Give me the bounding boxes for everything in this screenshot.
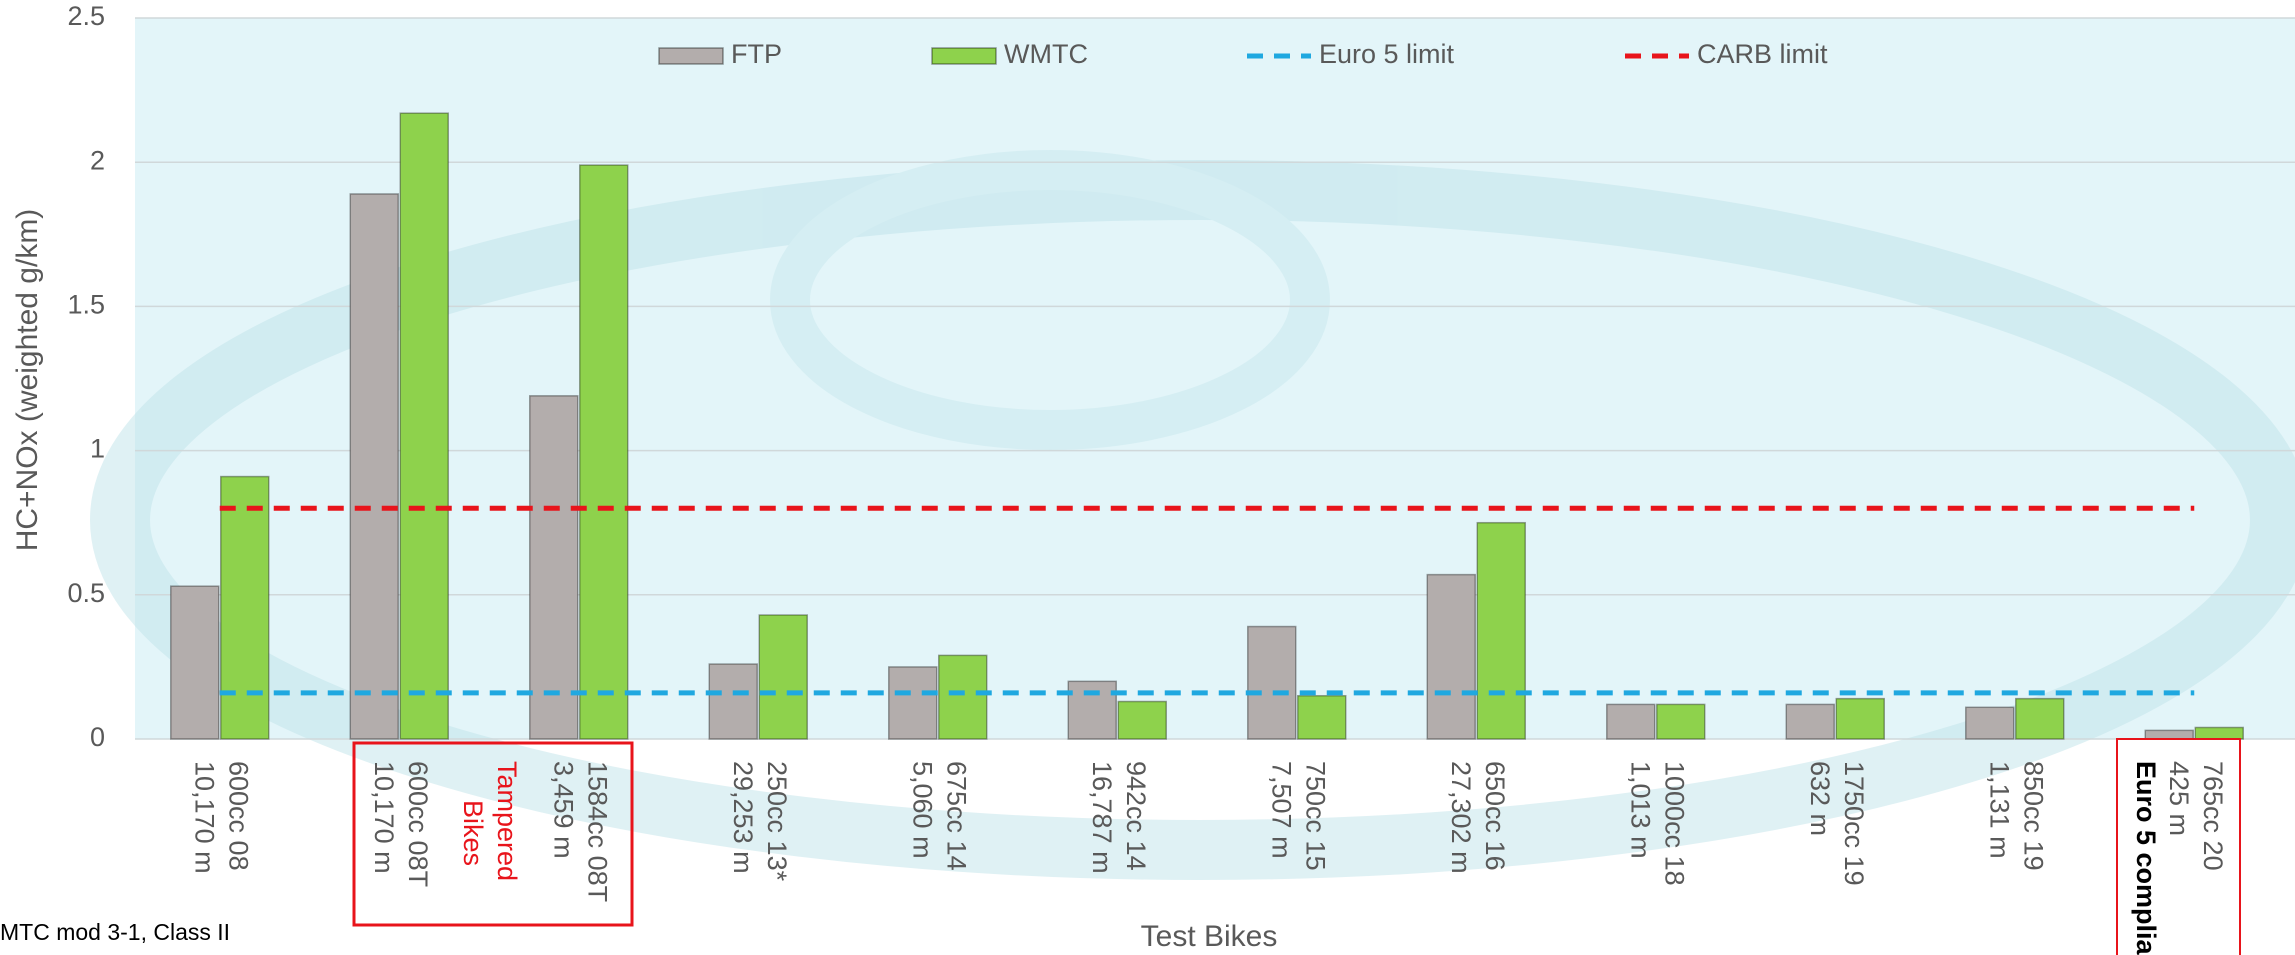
x-tick-label: 675cc 14 bbox=[942, 761, 972, 871]
bar bbox=[1117, 700, 1167, 740]
plot-background bbox=[135, 18, 2295, 739]
x-tick-label: 650cc 16 bbox=[1480, 761, 1510, 871]
x-tick-label: 600cc 08T bbox=[403, 761, 433, 887]
bar bbox=[1426, 573, 1476, 740]
x-tick-sublabel: 16,787 m bbox=[1087, 761, 1117, 874]
y-axis-title: HC+NOx (weighted g/km) bbox=[11, 209, 44, 552]
bar bbox=[170, 585, 220, 740]
bar bbox=[1247, 625, 1297, 740]
legend-label: Euro 5 limit bbox=[1319, 39, 1455, 69]
legend-label: CARB limit bbox=[1697, 39, 1828, 69]
bar bbox=[1476, 521, 1526, 740]
marks bbox=[170, 112, 2244, 740]
y-tick-label: 1.5 bbox=[67, 290, 105, 320]
tampered-label: Bikes bbox=[458, 800, 488, 866]
x-tick-label: 600cc 08 bbox=[224, 761, 254, 871]
x-tick-sublabel: 10,170 m bbox=[369, 761, 399, 874]
x-tick-sublabel: 1,131 m bbox=[1985, 761, 2015, 859]
legend-label: FTP bbox=[731, 39, 782, 69]
bar bbox=[1785, 703, 1835, 740]
x-tick-sublabel: 632 m bbox=[1805, 761, 1835, 836]
x-tick-sublabel: 1,013 m bbox=[1626, 761, 1656, 859]
y-tick-label: 0 bbox=[90, 722, 105, 752]
bar bbox=[1965, 706, 2015, 740]
grid bbox=[135, 17, 2295, 740]
bar bbox=[938, 654, 988, 740]
x-tick-sublabel: 3,459 m bbox=[549, 761, 579, 859]
y-tick-label: 1 bbox=[90, 434, 105, 464]
x-tick-label: 1584cc 08T bbox=[583, 761, 613, 902]
y-tick-label: 2.5 bbox=[67, 1, 105, 31]
x-tick-sublabel: 425 m bbox=[2164, 761, 2194, 836]
y-tick-label: 0.5 bbox=[67, 578, 105, 608]
bar bbox=[1656, 703, 1706, 740]
bar bbox=[708, 663, 758, 740]
bar bbox=[579, 164, 629, 740]
x-tick-sublabel: 7,507 m bbox=[1267, 761, 1297, 859]
bar bbox=[529, 395, 579, 740]
legend-swatch bbox=[931, 47, 997, 65]
legend-label: WMTC bbox=[1004, 39, 1088, 69]
footnote: MTC mod 3-1, Class II bbox=[0, 919, 230, 945]
bar bbox=[888, 666, 938, 740]
bar bbox=[220, 475, 270, 740]
bar bbox=[2194, 726, 2244, 740]
tampered-label: Tampered bbox=[492, 761, 522, 881]
x-tick-label: 765cc 20 bbox=[2198, 761, 2228, 871]
bar bbox=[2015, 697, 2065, 740]
y-tick-label: 2 bbox=[90, 145, 105, 175]
bar bbox=[1835, 697, 1885, 740]
legend-swatch bbox=[658, 47, 724, 65]
bar bbox=[349, 193, 399, 740]
bar bbox=[1606, 703, 1656, 740]
x-tick-label: 1750cc 19 bbox=[1839, 761, 1869, 886]
bar bbox=[1297, 694, 1347, 740]
bar bbox=[2144, 729, 2194, 740]
x-tick-label: 942cc 14 bbox=[1121, 761, 1151, 871]
x-tick-label: 1000cc 18 bbox=[1660, 761, 1690, 886]
x-tick-label: 750cc 15 bbox=[1301, 761, 1331, 871]
bar bbox=[399, 112, 449, 740]
x-tick-sublabel: 10,170 m bbox=[190, 761, 220, 874]
x-tick-sublabel: 29,253 m bbox=[728, 761, 758, 874]
x-tick-label: 850cc 19 bbox=[2019, 761, 2049, 871]
x-tick-label: 250cc 13* bbox=[762, 761, 792, 882]
tampered-box bbox=[352, 741, 634, 927]
watermark bbox=[90, 150, 2295, 880]
bar bbox=[758, 614, 808, 740]
x-tick-sublabel: 5,060 m bbox=[908, 761, 938, 859]
compliant-box bbox=[2116, 738, 2241, 955]
x-axis-title: Test Bikes bbox=[1141, 920, 1278, 953]
x-tick-sublabel: 27,302 m bbox=[1446, 761, 1476, 874]
bar bbox=[1067, 680, 1117, 740]
compliant-label: Euro 5 complia bbox=[2131, 761, 2161, 955]
